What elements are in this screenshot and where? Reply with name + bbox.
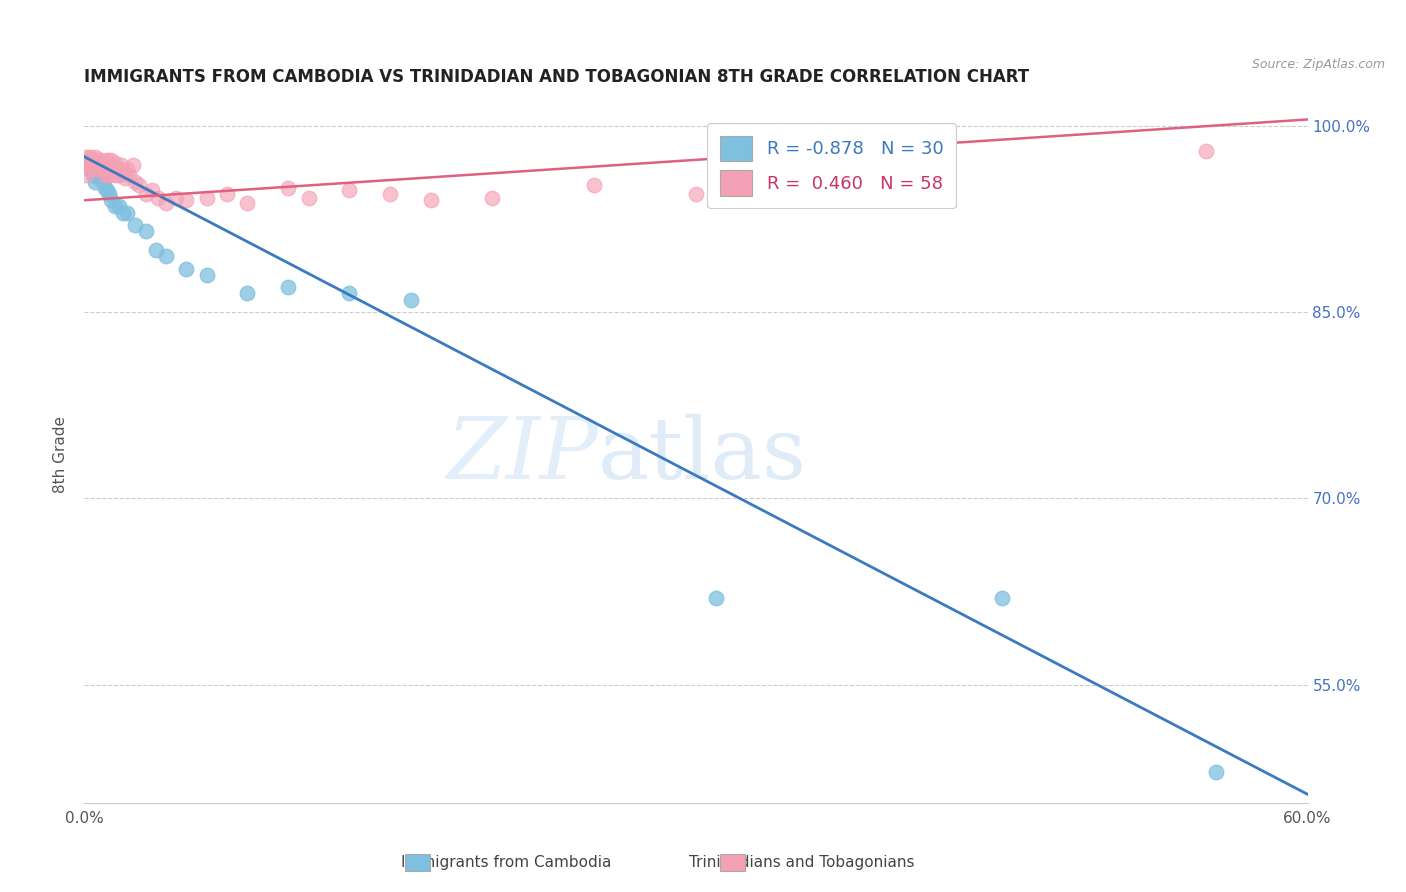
Point — [83, 150, 105, 164]
Point — [114, 170, 136, 185]
Point — [79, 156, 101, 170]
Point — [115, 205, 138, 219]
Point — [1205, 764, 1227, 779]
Text: Immigrants from Cambodia: Immigrants from Cambodia — [401, 855, 612, 870]
Point — [399, 293, 422, 307]
Text: atlas: atlas — [598, 413, 807, 497]
Point — [112, 205, 135, 219]
Point — [90, 153, 112, 168]
Text: Trinidadians and Tobagonians: Trinidadians and Tobagonians — [689, 855, 914, 870]
Point — [86, 153, 108, 168]
Point — [104, 156, 127, 170]
Point — [90, 158, 112, 172]
Point — [1195, 144, 1218, 158]
Point — [75, 156, 97, 170]
Point — [104, 169, 127, 183]
Point — [83, 162, 105, 177]
Point — [195, 268, 218, 282]
Point — [145, 243, 167, 257]
Point — [174, 261, 197, 276]
Point — [75, 150, 97, 164]
Point — [420, 193, 443, 207]
Point — [93, 181, 115, 195]
Point — [108, 169, 131, 183]
Point — [128, 178, 150, 193]
Point — [481, 191, 503, 205]
Point — [82, 158, 104, 172]
Point — [79, 162, 101, 177]
Point — [87, 170, 110, 185]
Point — [122, 158, 145, 172]
Point — [146, 191, 169, 205]
Point — [82, 153, 104, 168]
Point — [75, 169, 97, 183]
Point — [174, 193, 197, 207]
Point — [112, 166, 135, 180]
Point — [96, 153, 118, 168]
Point — [96, 158, 118, 172]
Point — [86, 158, 108, 172]
Point — [339, 183, 361, 197]
Point — [236, 195, 259, 210]
Point — [991, 591, 1014, 605]
Point — [96, 183, 118, 197]
Point — [100, 193, 122, 207]
Point — [79, 162, 101, 177]
Text: ZIP: ZIP — [446, 414, 598, 496]
Point — [685, 186, 707, 201]
Text: Source: ZipAtlas.com: Source: ZipAtlas.com — [1251, 58, 1385, 71]
Point — [195, 191, 218, 205]
Point — [115, 162, 138, 177]
Point — [77, 153, 100, 168]
Point — [93, 156, 115, 170]
Point — [380, 186, 402, 201]
Point — [124, 175, 146, 189]
Point — [155, 195, 177, 210]
Point — [339, 286, 361, 301]
Text: IMMIGRANTS FROM CAMBODIA VS TRINIDADIAN AND TOBAGONIAN 8TH GRADE CORRELATION CHA: IMMIGRANTS FROM CAMBODIA VS TRINIDADIAN … — [84, 68, 1029, 86]
Point — [77, 158, 100, 172]
Point — [100, 158, 122, 172]
Point — [277, 181, 299, 195]
Point — [101, 162, 124, 177]
Point — [236, 286, 259, 301]
Point — [87, 162, 110, 177]
Point — [155, 249, 177, 263]
Point — [135, 186, 157, 201]
Point — [124, 218, 146, 232]
Point — [298, 191, 321, 205]
Point — [97, 186, 120, 201]
Point — [217, 186, 239, 201]
Point — [277, 280, 299, 294]
Point — [583, 178, 606, 193]
Point — [91, 162, 114, 177]
Point — [83, 156, 105, 170]
Y-axis label: 8th Grade: 8th Grade — [53, 417, 69, 493]
Point — [118, 169, 141, 183]
Point — [110, 158, 132, 172]
Point — [90, 166, 112, 180]
Point — [104, 199, 127, 213]
Point — [97, 162, 120, 177]
Point — [135, 224, 157, 238]
Point — [706, 591, 728, 605]
Point — [141, 183, 163, 197]
Point — [165, 191, 187, 205]
Point — [87, 156, 110, 170]
Point — [105, 162, 128, 177]
Point — [82, 169, 104, 183]
Point — [79, 150, 101, 164]
Point — [100, 153, 122, 168]
Point — [108, 199, 131, 213]
Point — [93, 169, 115, 183]
Point — [77, 158, 100, 172]
Legend: R = -0.878   N = 30, R =  0.460   N = 58: R = -0.878 N = 30, R = 0.460 N = 58 — [707, 123, 956, 209]
Point — [86, 162, 108, 177]
Point — [91, 175, 114, 189]
Point — [83, 175, 105, 189]
Point — [97, 169, 120, 183]
